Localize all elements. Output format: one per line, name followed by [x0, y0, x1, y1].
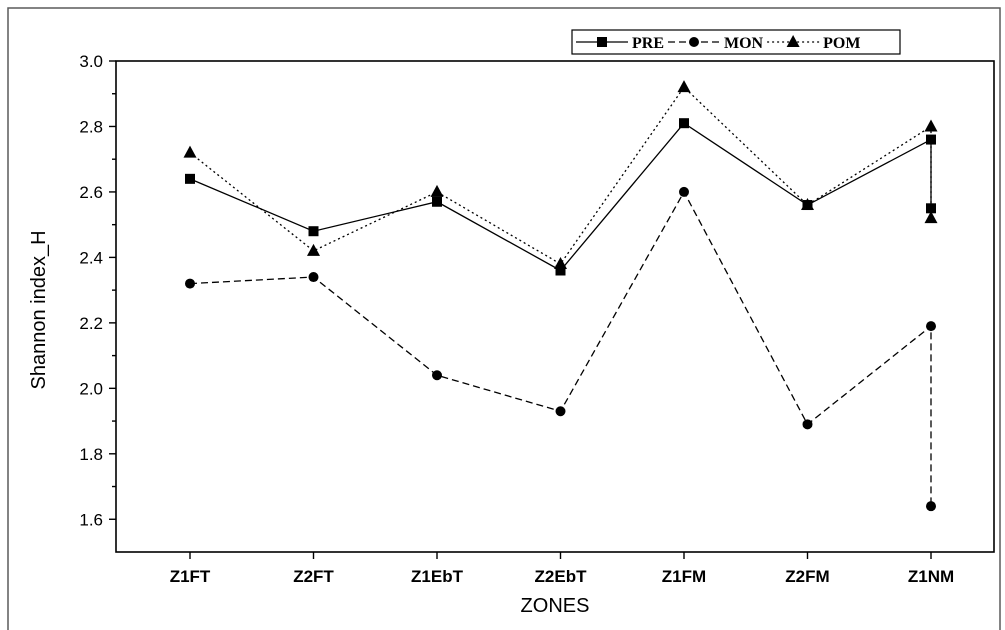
x-tick-label: Z1NM: [908, 567, 954, 586]
data-point-pom: [307, 243, 320, 256]
y-tick-label: 1.6: [79, 510, 103, 529]
figure-frame: [7, 7, 1001, 630]
series-line-pom: [189, 86, 932, 265]
legend-marker-pre: [597, 37, 607, 47]
y-tick-label: 2.4: [79, 248, 103, 267]
x-tick-label: Z2FM: [785, 567, 829, 586]
legend-label-pom: POM: [823, 35, 860, 52]
data-point-pre: [679, 118, 689, 129]
data-point-pom: [924, 119, 938, 132]
legend: PRE MON POM: [571, 29, 901, 55]
legend-label-mon: MON: [724, 35, 764, 52]
data-point-mon: [185, 278, 195, 289]
y-tick-label: 2.0: [79, 379, 103, 398]
data-point-pom: [183, 145, 197, 158]
data-point-pre: [432, 196, 442, 207]
y-axis: 1.6 1.8 2.0 2.2 2.4 2.6 2.8 3.0: [79, 52, 116, 529]
data-point-mon: [679, 186, 689, 197]
data-point-pom: [554, 256, 567, 269]
data-point-pre: [185, 173, 195, 184]
legend-marker-pom: [786, 35, 800, 47]
y-tick-label: 2.6: [79, 183, 103, 202]
y-axis-title: Shannon index_H: [28, 230, 50, 389]
x-axis-title: ZONES: [521, 595, 590, 617]
x-tick-label: Z2FT: [293, 567, 334, 586]
x-axis: Z1FT Z2FT Z1EbT Z2EbT Z1FM Z2FM Z1NM: [170, 552, 954, 586]
data-point-pom: [924, 211, 938, 224]
plot-area: [115, 60, 995, 553]
data-point-mon: [432, 370, 442, 381]
data-point-pre: [308, 226, 319, 237]
data-point-pom: [430, 184, 444, 197]
y-tick-label: 1.8: [79, 445, 103, 464]
data-point-pom: [801, 198, 814, 211]
data-point-mon: [926, 321, 936, 332]
data-point-mon: [802, 419, 813, 430]
x-tick-label: Z1EbT: [411, 567, 464, 586]
series-line-pre: [189, 122, 932, 272]
x-tick-label: Z1FT: [170, 567, 211, 586]
series-pom: [183, 80, 938, 269]
series-mon: [185, 186, 936, 512]
y-tick-label: 2.2: [79, 314, 103, 333]
y-tick-label: 2.8: [79, 117, 103, 136]
series-layer: [183, 80, 938, 512]
data-point-mon: [926, 501, 936, 512]
data-point-pre: [555, 265, 566, 276]
data-point-pom: [677, 80, 691, 93]
x-tick-label: Z1FM: [662, 567, 706, 586]
y-axis-title-group: Shannon index_H: [28, 230, 50, 389]
legend-marker-mon: [689, 37, 699, 47]
data-point-pre: [926, 203, 936, 214]
legend-label-pre: PRE: [632, 35, 664, 52]
y-tick-label: 3.0: [79, 52, 103, 71]
data-point-mon: [308, 272, 319, 283]
data-point-pre: [926, 134, 936, 145]
data-point-mon: [555, 406, 566, 417]
x-tick-label: Z2EbT: [535, 567, 588, 586]
series-line-mon: [189, 190, 932, 507]
